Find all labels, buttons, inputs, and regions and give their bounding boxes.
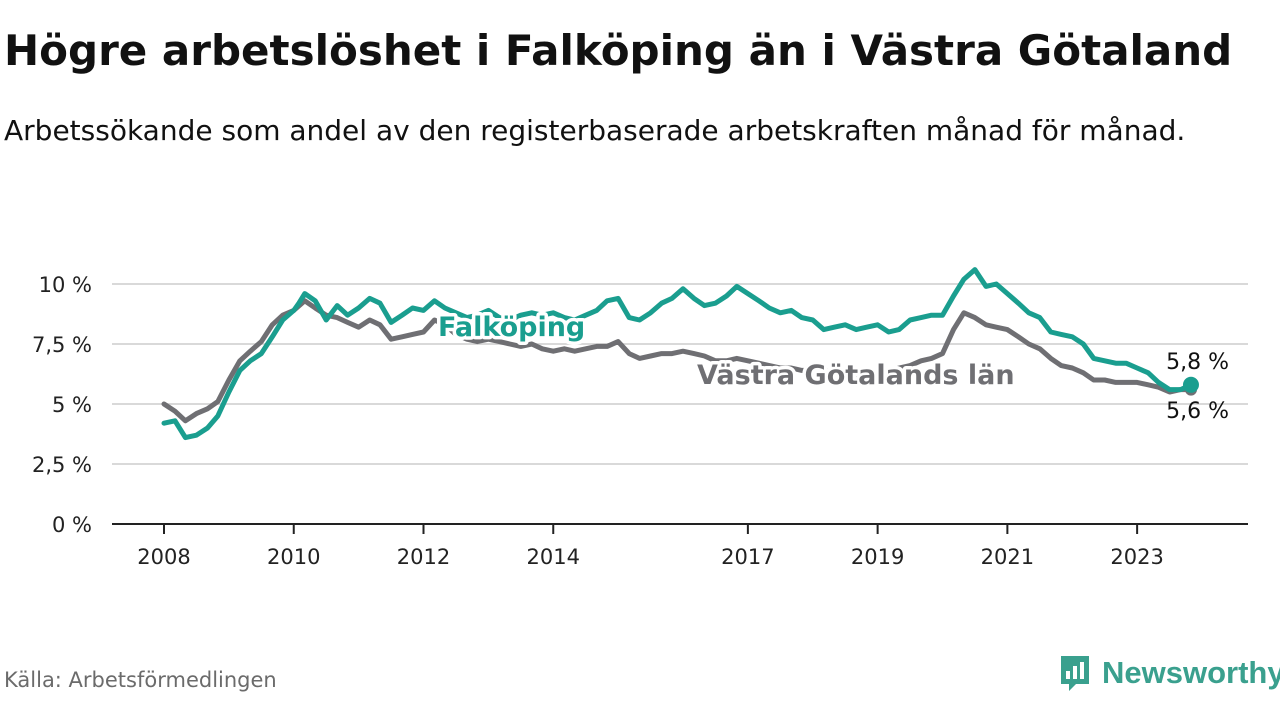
brand-name: Newsworthy [1102,655,1280,690]
falkoping-line [161,267,1194,441]
x-tick-label: 2017 [721,545,774,569]
vastra-gotaland-end-value: 5,6 % [1166,399,1229,424]
chart-subtitle: Arbetssökande som andel av den registerb… [4,114,1186,147]
x-tick-label: 2019 [851,545,904,569]
x-tick-label: 2021 [981,545,1034,569]
y-tick-label: 7,5 % [32,333,92,357]
newsworthy-logo-icon [1061,656,1089,691]
x-tick-label: 2023 [1110,545,1163,569]
y-tick-label: 2,5 % [32,453,92,477]
y-tick-label: 0 % [52,513,92,537]
x-tick-label: 2010 [267,545,320,569]
x-tick-label: 2014 [527,545,580,569]
y-tick-label: 10 % [39,273,92,297]
vastra-gotaland-line [161,298,1194,424]
x-tick-label: 2012 [397,545,450,569]
x-tick-label: 2008 [137,545,190,569]
brand[interactable]: Newsworthy [1058,654,1280,692]
falkoping-label: Falköping [438,312,585,343]
falkoping-end-marker [1182,376,1199,393]
y-tick-label: 5 % [52,393,92,417]
source-note: Källa: Arbetsförmedlingen [4,668,277,692]
chart-title: Högre arbetslöshet i Falköping än i Väst… [4,26,1233,75]
vastra-gotaland-label: Västra Götalands län [697,360,1015,391]
falkoping-end-value: 5,8 % [1166,350,1229,375]
